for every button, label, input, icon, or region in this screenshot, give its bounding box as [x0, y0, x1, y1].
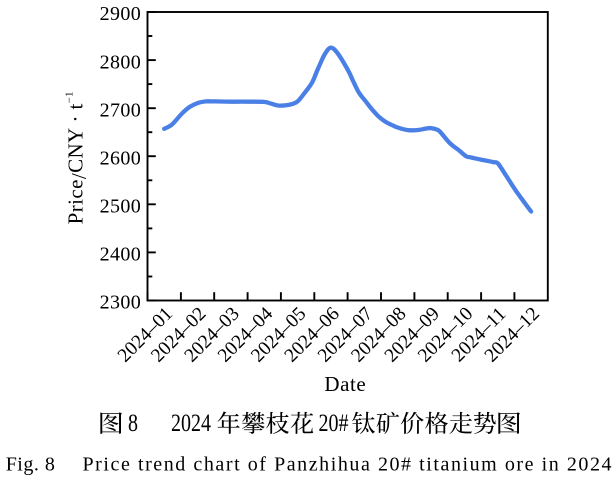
svg-text:2900: 2900 — [100, 3, 142, 25]
svg-text:Date: Date — [324, 372, 366, 396]
svg-text:2500: 2500 — [100, 196, 142, 218]
svg-text:2700: 2700 — [100, 99, 142, 121]
svg-text:Fig. 8: Fig. 8 — [6, 454, 56, 476]
svg-text:Price trend chart of Panzhihua: Price trend chart of Panzhihua 20# titan… — [83, 454, 612, 476]
svg-text:Price/CNY · t−1: Price/CNY · t−1 — [63, 91, 91, 224]
svg-text:2024: 2024 — [171, 409, 211, 437]
svg-text:20#: 20# — [319, 409, 349, 437]
svg-text:2600: 2600 — [100, 147, 142, 169]
svg-text:2400: 2400 — [100, 244, 142, 266]
svg-text:8: 8 — [128, 409, 138, 437]
svg-text:2300: 2300 — [100, 292, 142, 314]
svg-text:2800: 2800 — [100, 51, 142, 73]
